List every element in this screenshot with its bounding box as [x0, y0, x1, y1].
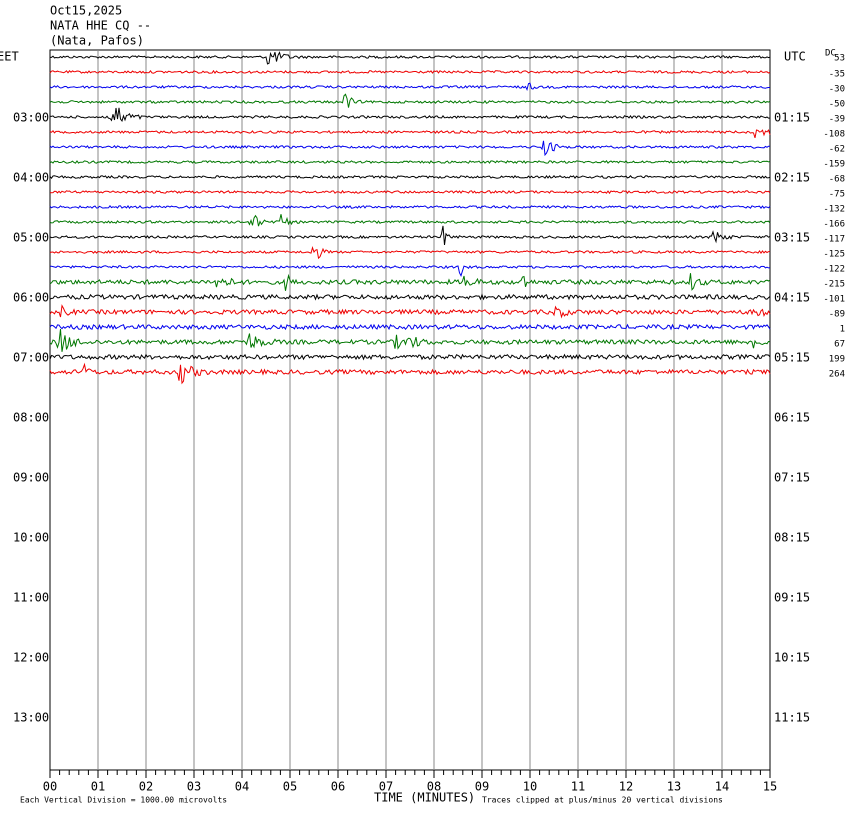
clip-note: Traces clipped at plus/minus 20 vertical… [482, 796, 723, 805]
dc-offset: -62 [829, 145, 845, 155]
hour-right: 09:15 [774, 591, 810, 605]
x-tick-label: 00 [43, 780, 57, 794]
date: Oct15,2025 [50, 4, 122, 18]
dc-offset: -101 [823, 295, 845, 305]
hour-right: 05:15 [774, 351, 810, 365]
hour-right: 07:15 [774, 471, 810, 485]
trace [49, 93, 771, 108]
hour-right: 04:15 [774, 291, 810, 305]
x-tick-label: 15 [763, 780, 777, 794]
hour-left: 05:00 [13, 231, 49, 245]
dc-offset: 53 [834, 54, 845, 64]
dc-offset: -35 [829, 70, 845, 80]
dc-offset: -30 [829, 85, 845, 95]
scale-note: Each Vertical Division = 1000.00 microvo… [20, 796, 227, 805]
x-tick-label: 02 [139, 780, 153, 794]
dc-offset: -215 [823, 280, 845, 290]
trace [49, 225, 771, 245]
dc-offset: 199 [829, 355, 845, 365]
dc-offset: -166 [823, 220, 845, 230]
x-tick-label: 12 [619, 780, 633, 794]
x-tick-label: 03 [187, 780, 201, 794]
hour-right: 08:15 [774, 531, 810, 545]
x-tick-label: 13 [667, 780, 681, 794]
location: (Nata, Pafos) [50, 34, 144, 48]
hour-right: 01:15 [774, 111, 810, 125]
trace [49, 304, 771, 319]
trace [49, 214, 771, 227]
station: NATA HHE CQ -- [50, 19, 151, 33]
x-tick-label: 10 [523, 780, 537, 794]
hour-left: 06:00 [13, 291, 49, 305]
trace [49, 293, 771, 301]
hour-left: 08:00 [13, 411, 49, 425]
dc-offset: -68 [829, 175, 845, 185]
dc-offset: 1 [840, 325, 845, 335]
dc-offset: -89 [829, 310, 845, 320]
dc-offset: 67 [834, 340, 845, 350]
dc-offset: -50 [829, 100, 845, 110]
trace [49, 265, 771, 278]
x-tick-label: 05 [283, 780, 297, 794]
trace [49, 82, 770, 92]
hour-left: 09:00 [13, 471, 49, 485]
hour-left: 07:00 [13, 351, 49, 365]
x-tick-label: 04 [235, 780, 249, 794]
trace [49, 175, 771, 180]
hour-left: 04:00 [13, 171, 49, 185]
dc-offset: -125 [823, 250, 845, 260]
dc-offset: -39 [829, 115, 845, 125]
trace [49, 323, 771, 331]
x-tick-label: 09 [475, 780, 489, 794]
trace [49, 159, 771, 164]
hour-left: 11:00 [13, 591, 49, 605]
hour-left: 13:00 [13, 711, 49, 725]
dc-offset: -108 [823, 130, 845, 140]
x-tick-label: 14 [715, 780, 729, 794]
trace [49, 140, 770, 157]
hour-left: 12:00 [13, 651, 49, 665]
trace [49, 189, 771, 195]
plot-frame [49, 49, 771, 771]
dc-offset: -122 [823, 265, 845, 275]
trace [49, 107, 770, 122]
trace [50, 51, 771, 65]
trace [49, 273, 771, 291]
x-tick-label: 06 [331, 780, 345, 794]
x-tick-label: 07 [379, 780, 393, 794]
dc-offset: -159 [823, 160, 845, 170]
hour-right: 03:15 [774, 231, 810, 245]
dc-offset: -75 [829, 190, 845, 200]
hour-right: 10:15 [774, 651, 810, 665]
trace [49, 353, 771, 361]
hour-right: 11:15 [774, 711, 810, 725]
x-tick-label: 08 [427, 780, 441, 794]
x-tick-label: 11 [571, 780, 585, 794]
trace [49, 69, 771, 74]
trace [49, 204, 771, 210]
dc-offset: 264 [829, 370, 845, 380]
hour-right: 02:15 [774, 171, 810, 185]
trace [49, 246, 771, 260]
hour-left: 03:00 [13, 111, 49, 125]
x-tick-label: 01 [91, 780, 105, 794]
trace [49, 362, 771, 385]
dc-label: DC [825, 49, 836, 59]
trace [49, 328, 771, 352]
hour-right: 06:15 [774, 411, 810, 425]
left-label: EET [0, 50, 19, 64]
hour-left: 10:00 [13, 531, 49, 545]
x-label: TIME (MINUTES) [374, 791, 475, 805]
right-label: UTC [784, 50, 806, 64]
dc-offset: -117 [823, 235, 845, 245]
dc-offset: -132 [823, 205, 845, 215]
trace [49, 129, 771, 139]
